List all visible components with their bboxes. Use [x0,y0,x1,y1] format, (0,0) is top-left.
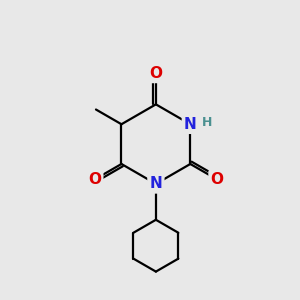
Text: O: O [88,172,101,187]
Text: O: O [211,172,224,187]
Text: O: O [149,66,162,81]
Text: N: N [184,117,197,132]
Text: N: N [149,176,162,191]
Text: H: H [202,116,212,129]
